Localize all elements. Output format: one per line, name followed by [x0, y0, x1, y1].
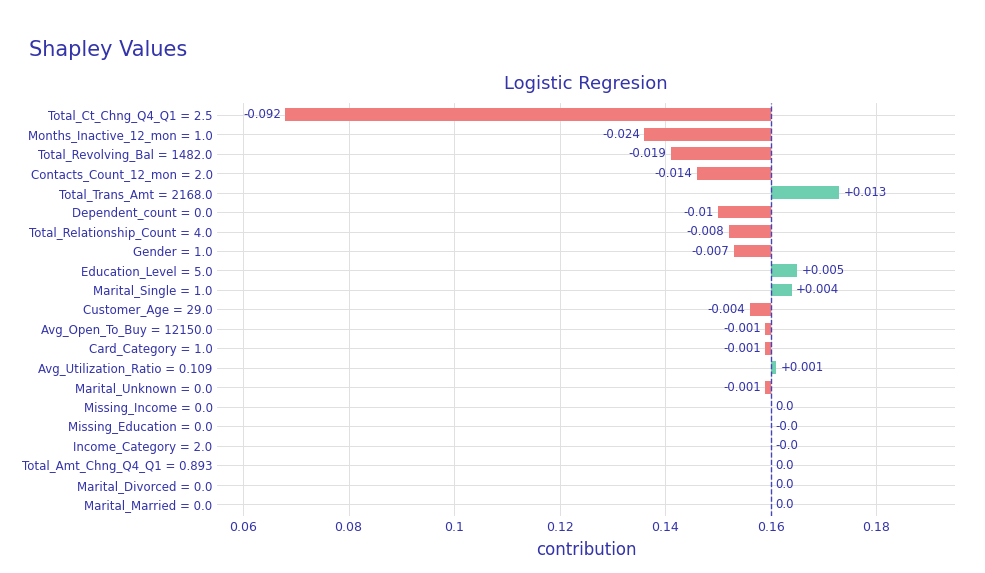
Bar [734, 245, 770, 257]
Bar [286, 108, 770, 121]
Bar [770, 186, 839, 199]
Title: Logistic Regresion: Logistic Regresion [504, 75, 668, 93]
Text: -0.014: -0.014 [655, 167, 692, 180]
Text: 0.0: 0.0 [775, 497, 794, 511]
Text: -0.019: -0.019 [628, 147, 666, 160]
Bar [770, 284, 792, 296]
Text: 0.0: 0.0 [775, 478, 794, 491]
Text: -0.001: -0.001 [724, 342, 761, 355]
Bar [765, 323, 770, 335]
Text: -0.01: -0.01 [684, 206, 714, 219]
Bar [770, 362, 776, 374]
Bar [770, 264, 797, 277]
Bar [671, 147, 770, 160]
Bar [765, 342, 770, 355]
Text: 0.0: 0.0 [775, 400, 794, 413]
Bar [750, 303, 770, 316]
Bar [644, 128, 770, 140]
Bar [765, 381, 770, 394]
Text: -0.0: -0.0 [775, 439, 798, 452]
Text: +0.004: +0.004 [796, 284, 839, 296]
Text: +0.013: +0.013 [843, 186, 886, 199]
Text: +0.001: +0.001 [780, 362, 823, 374]
Bar [729, 225, 770, 238]
Text: Shapley Values: Shapley Values [30, 40, 187, 60]
Text: -0.007: -0.007 [691, 245, 730, 257]
Bar [718, 206, 770, 218]
Text: -0.004: -0.004 [707, 303, 746, 316]
Bar [696, 167, 770, 179]
Text: -0.0: -0.0 [775, 419, 798, 433]
Text: -0.001: -0.001 [724, 381, 761, 394]
Text: -0.092: -0.092 [243, 108, 281, 121]
X-axis label: contribution: contribution [536, 540, 636, 559]
Text: -0.001: -0.001 [724, 323, 761, 335]
Text: -0.008: -0.008 [687, 225, 724, 238]
Text: -0.024: -0.024 [602, 128, 640, 141]
Text: +0.005: +0.005 [802, 264, 844, 277]
Text: 0.0: 0.0 [775, 458, 794, 472]
